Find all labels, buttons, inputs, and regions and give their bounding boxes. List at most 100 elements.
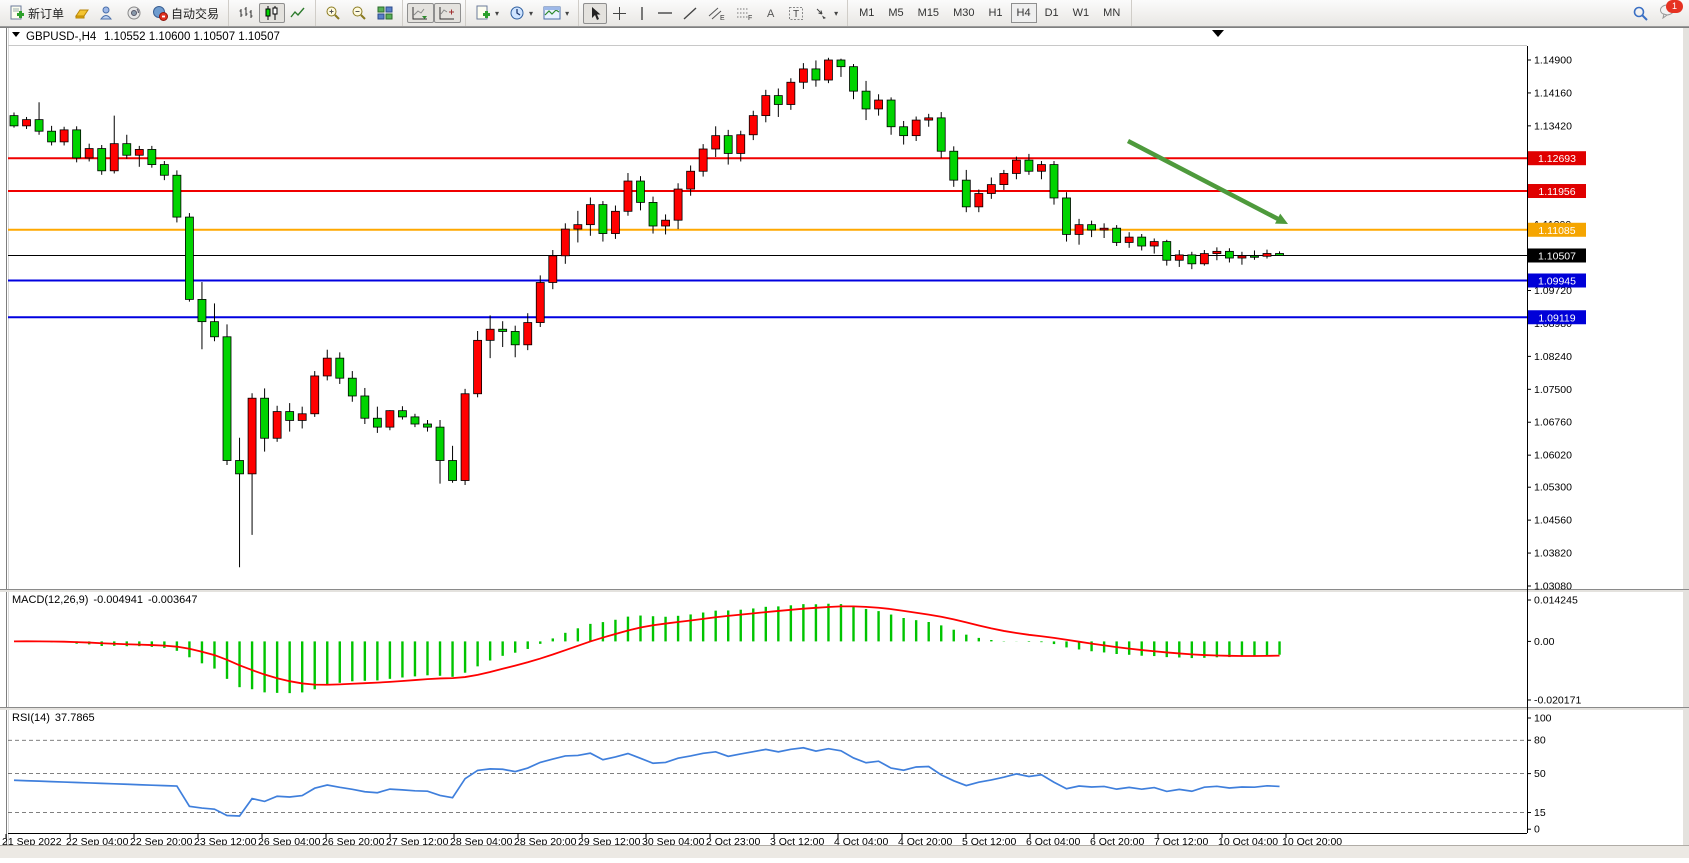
candle-body <box>1074 224 1084 235</box>
candlestick-chart-button[interactable] <box>259 3 286 23</box>
price-tick-label: 1.08240 <box>1534 351 1572 363</box>
candle-body <box>824 59 833 81</box>
price-label-text: 1.10507 <box>1538 250 1576 262</box>
timeframe-button-W1[interactable]: W1 <box>1072 7 1090 19</box>
autotrading-icon <box>153 6 169 21</box>
price-label-text: 1.11085 <box>1538 225 1575 237</box>
candle-body <box>711 135 721 150</box>
price-tick-label: 1.05300 <box>1534 482 1572 494</box>
candle-body <box>1149 241 1159 247</box>
symbol-dropdown-icon[interactable] <box>12 32 20 37</box>
candle-body <box>1187 254 1197 265</box>
zoom-in-icon <box>326 6 340 20</box>
candle-body <box>560 228 570 257</box>
crosshair-button[interactable] <box>607 3 632 24</box>
chart-shift-button[interactable] <box>434 3 462 23</box>
panel-separator-2[interactable] <box>0 707 1689 710</box>
line-chart-button[interactable] <box>285 3 311 23</box>
trend-arrow-layer[interactable] <box>1126 139 1288 224</box>
rsi-label: RSI(14) 37.7865 <box>12 712 95 724</box>
text-button[interactable]: A <box>759 3 783 23</box>
macd-axis-label: -0.020171 <box>1534 694 1581 706</box>
candle-body <box>911 119 921 137</box>
text-a-icon: A <box>767 8 775 20</box>
svg-text:T: T <box>793 9 799 20</box>
candle-body <box>159 164 169 176</box>
candle-body <box>310 375 320 415</box>
signals-button[interactable] <box>121 2 147 24</box>
macd-panel[interactable] <box>13 603 1281 694</box>
timeframe-button-M30[interactable]: M30 <box>953 7 975 19</box>
chevron-down-icon: ▾ <box>834 8 839 18</box>
price-tick-label: 1.13420 <box>1534 120 1572 132</box>
search-icon[interactable] <box>1632 5 1649 22</box>
candles-layer[interactable] <box>9 57 1284 568</box>
timeframe-button-H1[interactable]: H1 <box>988 7 1003 19</box>
auto-scroll-button[interactable] <box>407 3 435 23</box>
candle-body <box>322 357 332 377</box>
zoom-out-button[interactable] <box>346 2 372 24</box>
horizontal-line-icon <box>658 12 673 14</box>
fibonacci-button[interactable]: F <box>731 3 759 24</box>
candle-body <box>686 170 696 190</box>
new-order-button[interactable]: 新订单 <box>4 2 69 25</box>
zoom-out-icon <box>352 6 366 20</box>
trend-arrow-line[interactable] <box>1126 139 1280 221</box>
price-tick-label: 1.03820 <box>1534 548 1572 560</box>
equidistant-channel-button[interactable]: E <box>703 3 731 24</box>
vertical-line-icon <box>641 6 643 20</box>
window-bottom-strip <box>0 846 1689 858</box>
candle-body <box>410 416 420 425</box>
notifications-button[interactable]: 1 <box>1659 0 1683 23</box>
candle-body <box>1124 236 1134 243</box>
tile-windows-button[interactable] <box>372 3 398 23</box>
panel-separator-1[interactable] <box>0 589 1689 592</box>
candle-body <box>1049 164 1059 199</box>
timeframe-button-MN[interactable]: MN <box>1103 7 1121 19</box>
candle-body <box>1137 236 1147 247</box>
new-chart-button[interactable]: ▾ <box>470 2 504 24</box>
data-window-button[interactable] <box>95 2 121 24</box>
candle-body <box>723 135 733 154</box>
timeframe-button-D1[interactable]: D1 <box>1044 7 1059 19</box>
candle-body <box>1250 255 1259 258</box>
timeframe-button-M5[interactable]: M5 <box>888 7 904 19</box>
candle-body <box>961 179 971 208</box>
periodicity-button[interactable]: ▾ <box>504 2 538 24</box>
candle-body <box>773 95 783 105</box>
timeframe-button-H4[interactable]: H4 <box>1010 3 1037 23</box>
cursor-button[interactable] <box>583 2 608 24</box>
price-label-text: 1.09945 <box>1538 275 1576 287</box>
clock-icon <box>510 6 524 20</box>
candle-body <box>861 90 871 110</box>
timeframe-button-M1[interactable]: M1 <box>859 7 875 19</box>
price-tick-label: 1.14900 <box>1534 55 1572 67</box>
trendline-button[interactable] <box>678 3 703 24</box>
chevron-down-icon: ▾ <box>529 8 534 18</box>
chevron-down-icon: ▾ <box>495 8 500 18</box>
market-watch-button[interactable] <box>69 2 95 24</box>
candle-body <box>222 336 232 461</box>
scroll-marker-icon[interactable] <box>1212 30 1224 37</box>
horizontal-line-button[interactable] <box>652 5 678 21</box>
candle-body <box>548 255 558 283</box>
rsi-axis-label: 50 <box>1534 768 1546 780</box>
text-label-button[interactable]: T <box>783 3 809 24</box>
candle-body <box>72 129 82 159</box>
candle-body <box>460 393 470 481</box>
candle-body <box>385 410 395 428</box>
candle-body <box>285 411 295 421</box>
candle-body <box>798 68 808 83</box>
zoom-in-button[interactable] <box>320 2 346 24</box>
right-scroll-strip[interactable] <box>1683 28 1689 845</box>
timeframe-button-M15[interactable]: M15 <box>917 7 940 19</box>
arrows-button[interactable]: ▾ <box>809 3 843 24</box>
candle-body <box>147 149 157 165</box>
bar-chart-button[interactable] <box>233 3 259 23</box>
candle-body <box>84 148 94 159</box>
rsi-panel[interactable] <box>8 739 1527 817</box>
candle-body <box>260 397 270 439</box>
autotrading-button[interactable]: 自动交易 <box>147 2 224 25</box>
vertical-line-button[interactable] <box>632 3 652 24</box>
templates-button[interactable]: ▾ <box>538 3 574 23</box>
